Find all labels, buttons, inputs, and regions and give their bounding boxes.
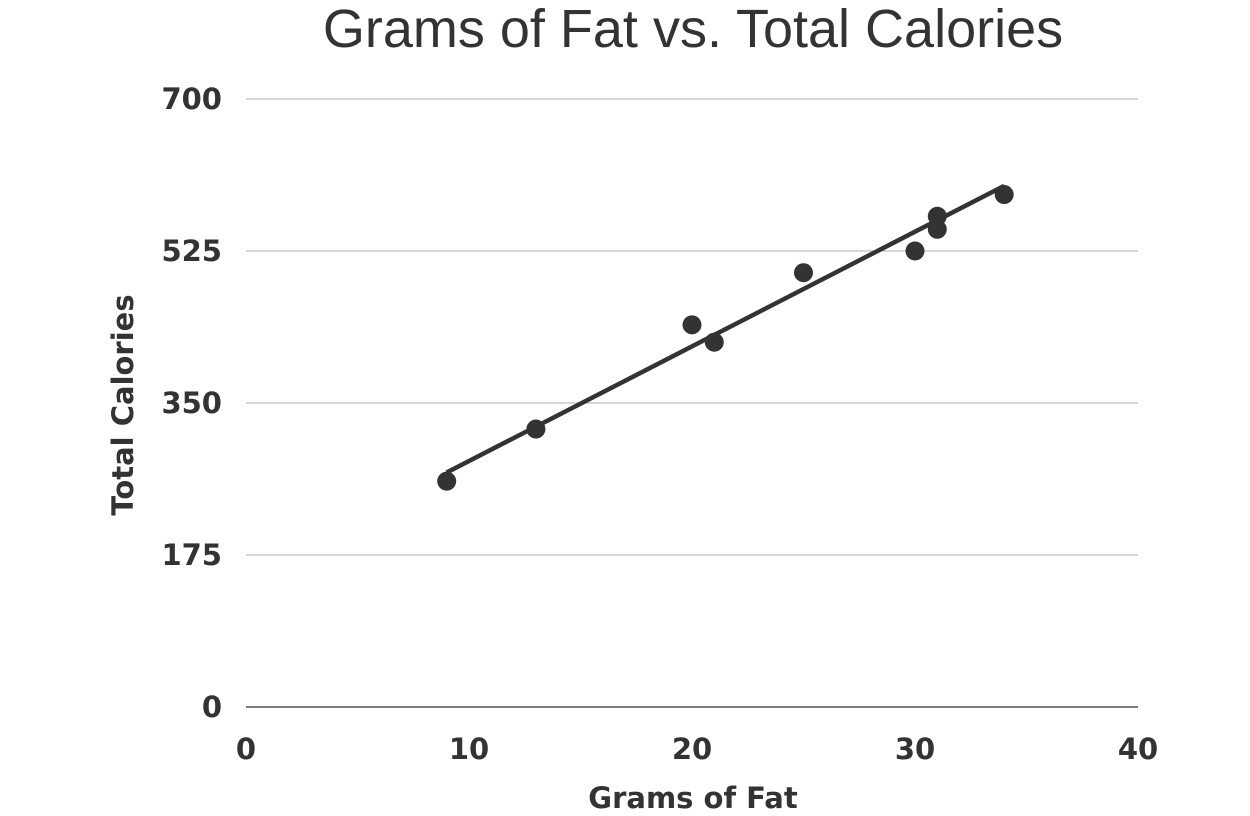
y-tick-label: 700 [161,82,222,116]
data-point-4 [794,263,813,283]
data-point-8 [994,185,1014,205]
data-point-1 [526,419,546,439]
y-tick-label: 175 [161,538,222,572]
data-point-3 [704,332,724,352]
chart-title: Grams of Fat vs. Total Calories [323,0,1063,59]
x-tick-label: 30 [895,732,935,766]
x-axis-ticks: 0 10 20 30 40 [236,732,1158,766]
data-point-0 [437,471,457,491]
data-point-5 [905,241,925,261]
y-tick-label: 350 [161,386,222,420]
x-tick-label: 20 [672,732,712,766]
data-points [437,185,1014,491]
y-axis-ticks: 0 175 350 525 700 [161,82,222,724]
x-tick-label: 10 [449,732,489,766]
y-axis-label: Total Calories [106,294,140,515]
x-axis-label: Grams of Fat [588,781,798,815]
data-point-6 [927,219,947,239]
y-tick-label: 0 [202,690,222,724]
data-point-2 [682,315,702,335]
x-tick-label: 0 [236,732,256,766]
gridlines [246,98,1138,556]
data-point-7 [927,206,947,226]
y-tick-label: 525 [161,234,222,268]
x-tick-label: 40 [1118,732,1158,766]
